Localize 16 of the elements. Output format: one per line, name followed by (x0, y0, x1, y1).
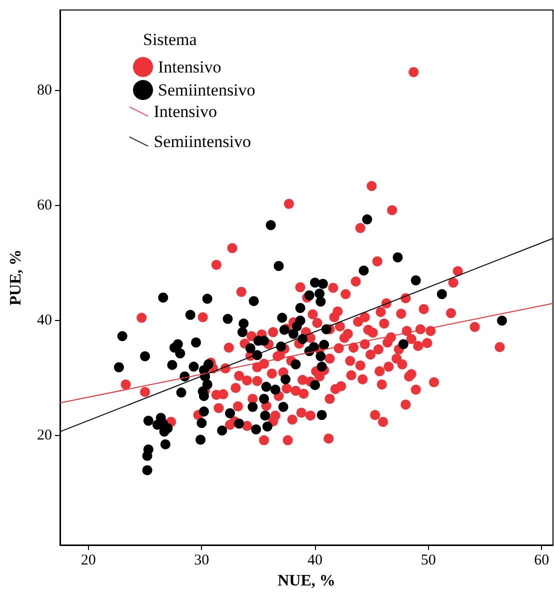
legend-label: Semiintensivo (154, 132, 251, 151)
x-tick-label: 30 (194, 552, 210, 568)
y-tick-label: 80 (37, 82, 52, 99)
legend-label: Intensivo (154, 102, 217, 121)
y-tick-label: 60 (37, 198, 52, 214)
x-tick-label: 20 (80, 552, 96, 568)
x-tick-label: 50 (420, 552, 436, 568)
legend-title: Sistema (143, 30, 198, 49)
legend-label: Semiintensivo (158, 80, 256, 100)
x-tick-label: 40 (308, 552, 322, 568)
x-tick-label: 60 (534, 552, 550, 568)
x-axis-title: NUE, % (278, 572, 336, 590)
y-axis-title: PUE, % (8, 250, 24, 306)
y-tick-label: 40 (37, 312, 52, 329)
legend-label: Intensivo (158, 58, 222, 76)
y-tick-label: 20 (37, 428, 52, 444)
